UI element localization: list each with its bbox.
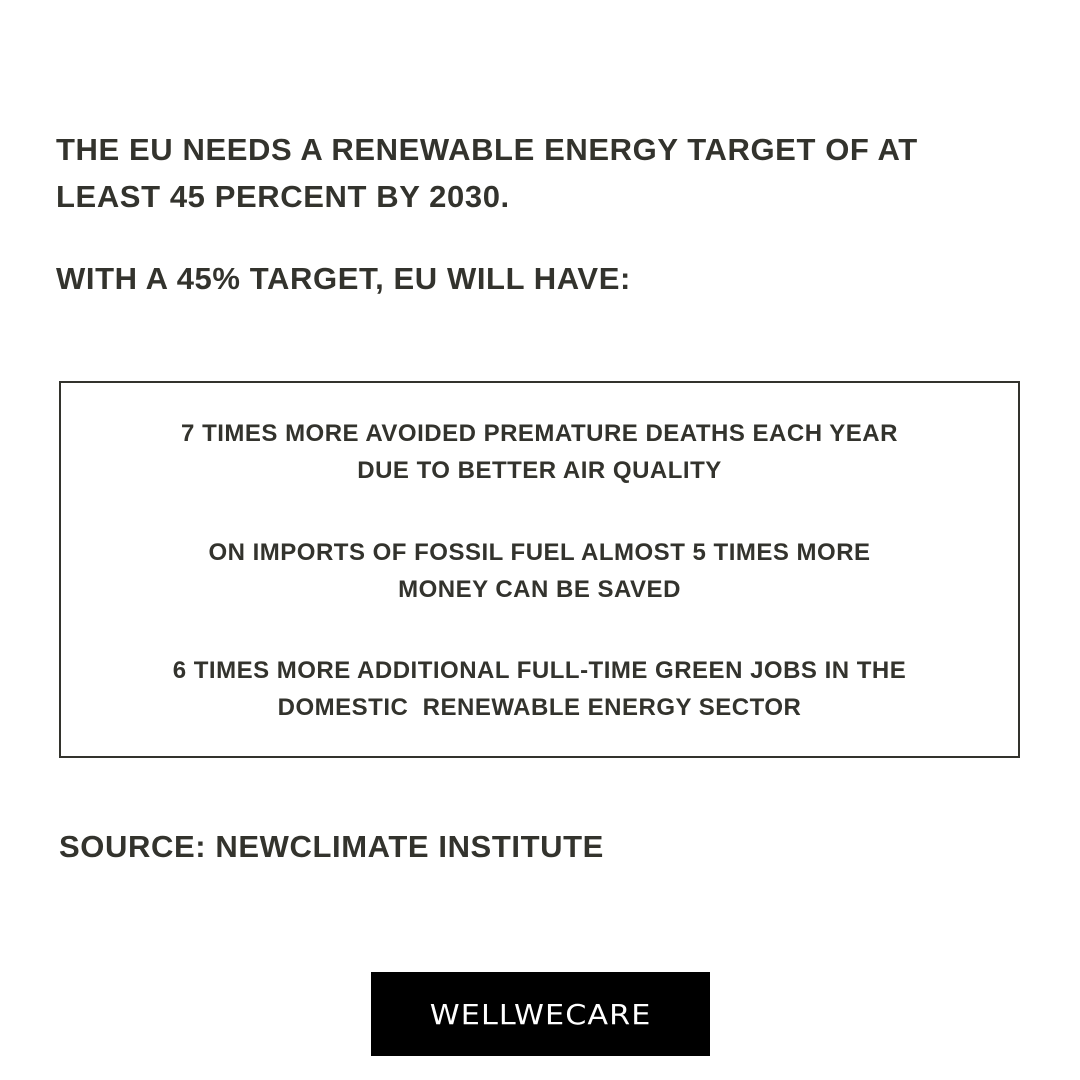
fact-line: MONEY CAN BE SAVED <box>398 576 681 603</box>
fact-line: 7 TIMES MORE AVOIDED PREMATURE DEATHS EA… <box>181 420 898 447</box>
fact-line: 6 TIMES MORE ADDITIONAL FULL-TIME GREEN … <box>172 657 907 684</box>
headline-line-2: LEAST 45 PERCENT BY 2030. <box>56 179 510 214</box>
fact-item: ON IMPORTS OF FOSSIL FUEL ALMOST 5 TIMES… <box>61 534 1018 608</box>
source-citation: SOURCE: NEWCLIMATE INSTITUTE <box>59 829 604 864</box>
fact-line: ON IMPORTS OF FOSSIL FUEL ALMOST 5 TIMES… <box>208 539 871 566</box>
fact-line: DOMESTIC RENEWABLE ENERGY SECTOR <box>277 694 802 721</box>
brand-logo: WELLWECARE <box>371 972 710 1056</box>
headline-line-1: THE EU NEEDS A RENEWABLE ENERGY TARGET O… <box>56 132 918 167</box>
fact-item: 7 TIMES MORE AVOIDED PREMATURE DEATHS EA… <box>61 415 1018 489</box>
subheading: WITH A 45% TARGET, EU WILL HAVE: <box>56 261 631 296</box>
fact-item: 6 TIMES MORE ADDITIONAL FULL-TIME GREEN … <box>61 652 1018 726</box>
fact-line: DUE TO BETTER AIR QUALITY <box>357 457 722 484</box>
headline: THE EU NEEDS A RENEWABLE ENERGY TARGET O… <box>56 126 1016 220</box>
brand-logo-text: WELLWECARE <box>429 997 652 1031</box>
facts-box: 7 TIMES MORE AVOIDED PREMATURE DEATHS EA… <box>59 381 1020 758</box>
